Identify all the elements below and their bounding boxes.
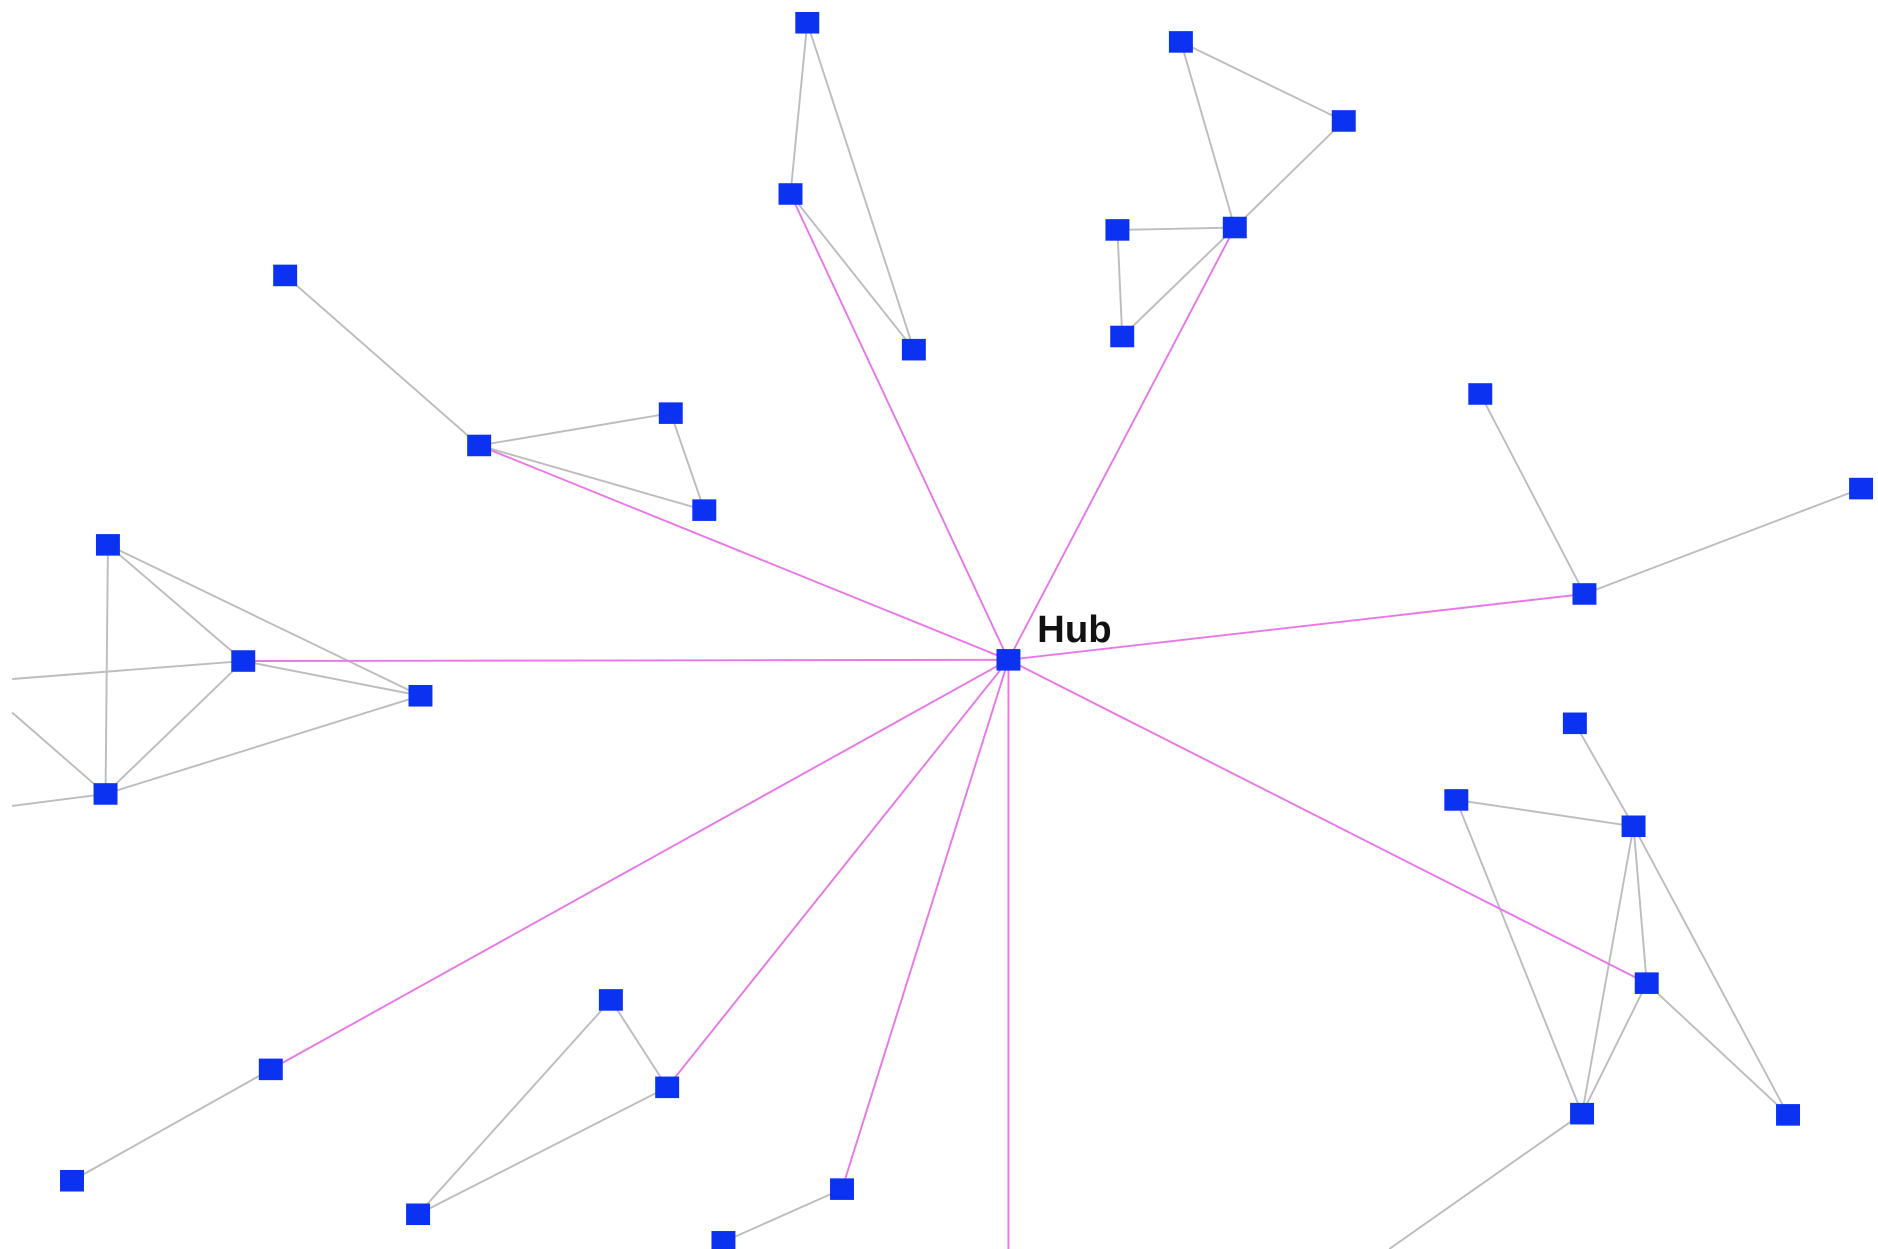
node — [996, 649, 1021, 671]
node — [60, 1169, 84, 1192]
node — [1331, 110, 1356, 132]
edge — [789, 22, 809, 195]
edge — [417, 999, 612, 1215]
edge — [71, 1068, 272, 1182]
edge — [243, 660, 421, 697]
edge — [789, 193, 915, 351]
edge — [107, 544, 244, 662]
node — [406, 1203, 431, 1226]
edge — [1632, 826, 1648, 984]
node — [1570, 1102, 1595, 1125]
hub-edge — [841, 659, 1010, 1190]
edge — [1116, 229, 1124, 337]
node — [258, 1058, 283, 1081]
hub-edge — [1008, 593, 1585, 661]
node — [1634, 972, 1659, 994]
edge — [806, 22, 915, 350]
edge — [104, 544, 109, 794]
edge — [11, 711, 107, 795]
node — [93, 783, 118, 805]
node — [1776, 1104, 1801, 1126]
edge — [1179, 41, 1236, 228]
edge — [1234, 120, 1345, 229]
node — [1222, 216, 1247, 239]
node — [1105, 219, 1130, 241]
node — [1849, 477, 1874, 500]
edge — [1180, 41, 1345, 122]
edge — [478, 444, 705, 512]
node — [795, 11, 820, 34]
edge — [105, 694, 421, 795]
edge — [1581, 826, 1635, 1114]
edge — [12, 792, 106, 807]
node — [901, 338, 926, 361]
node — [692, 499, 717, 521]
hub-edge — [243, 658, 1009, 662]
edge — [669, 412, 706, 511]
node — [467, 434, 492, 457]
node — [1468, 383, 1493, 405]
edge — [1581, 982, 1648, 1115]
node — [1562, 712, 1587, 735]
edge — [1455, 799, 1583, 1115]
node — [711, 1231, 736, 1249]
edge — [1632, 825, 1789, 1116]
node — [658, 402, 683, 424]
hub-edge — [1007, 227, 1236, 661]
edge — [12, 660, 244, 680]
node — [231, 650, 256, 672]
hub-edge — [478, 444, 1009, 661]
edge — [723, 1188, 843, 1243]
edge — [1456, 798, 1634, 828]
hub-edge — [789, 193, 1010, 661]
node — [778, 183, 803, 205]
edge — [1646, 982, 1789, 1116]
nodes — [60, 11, 1874, 1249]
hub-edge — [1008, 658, 1648, 985]
edge — [1388, 1112, 1583, 1249]
node — [1168, 31, 1193, 53]
edge — [1117, 226, 1235, 231]
node — [1621, 815, 1646, 838]
node — [830, 1178, 854, 1200]
hub-edge — [666, 659, 1010, 1088]
edge — [1479, 393, 1586, 595]
node — [95, 534, 120, 556]
node — [598, 989, 623, 1011]
node — [1110, 325, 1135, 348]
node — [655, 1076, 680, 1099]
edge — [104, 660, 244, 795]
node — [1444, 789, 1469, 811]
edge — [610, 999, 668, 1088]
edge — [1121, 226, 1236, 338]
edge — [1584, 487, 1862, 595]
node — [273, 264, 298, 287]
edge — [107, 544, 421, 697]
edge — [478, 412, 671, 447]
edges — [11, 22, 1862, 1249]
edge — [417, 1086, 668, 1216]
hub-edge — [270, 658, 1009, 1071]
node — [1572, 583, 1597, 605]
edge — [284, 274, 480, 447]
edge — [1574, 722, 1635, 827]
node — [408, 684, 433, 707]
hub-label: Hub — [1037, 608, 1111, 651]
